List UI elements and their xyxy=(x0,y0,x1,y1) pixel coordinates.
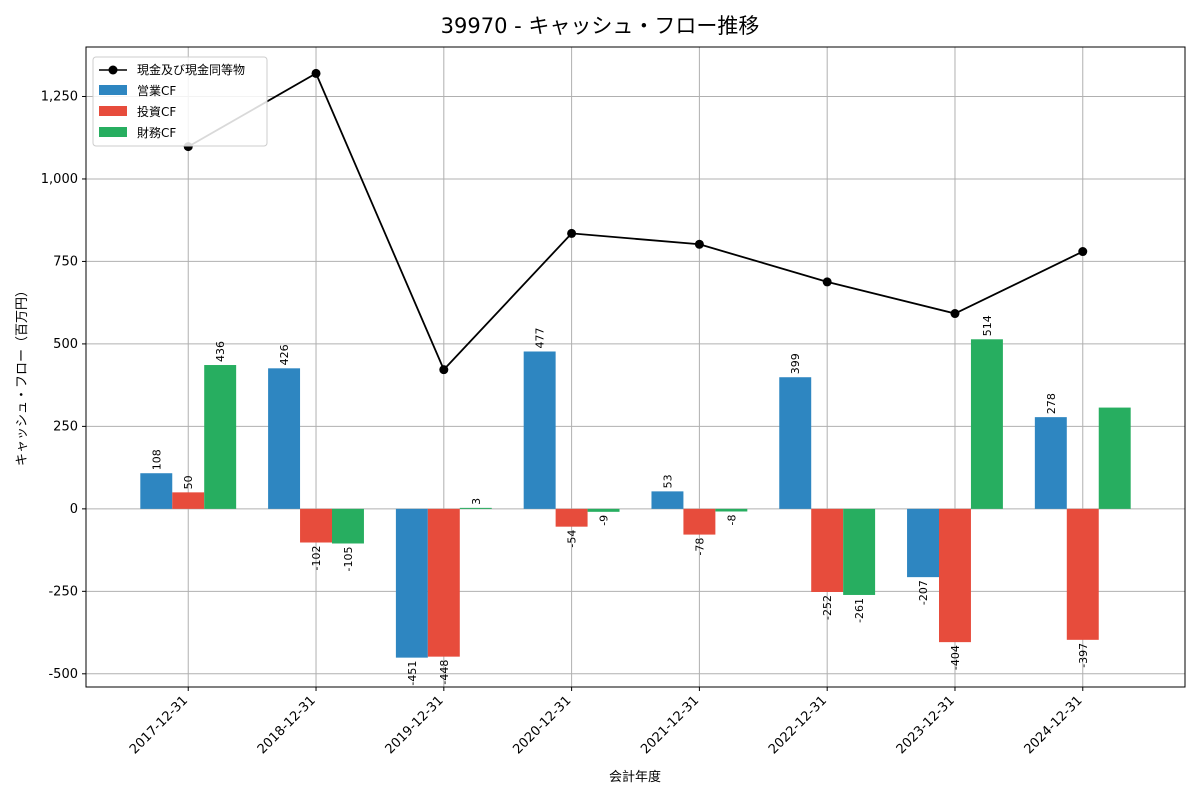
x-tick-label: 2021-12-31 xyxy=(638,693,702,757)
bar-value-label: 53 xyxy=(661,474,674,488)
chart-title: 39970 - キャッシュ・フロー推移 xyxy=(441,14,760,38)
x-tick-label: 2022-12-31 xyxy=(766,693,830,757)
legend-swatch-financing xyxy=(99,127,127,137)
bar xyxy=(779,377,812,509)
y-axis-label: キャッシュ・フロー（百万円） xyxy=(15,284,30,466)
cash-point xyxy=(1078,247,1088,257)
bar-value-label: 108 xyxy=(150,449,163,470)
bar-value-label: 477 xyxy=(534,327,547,348)
x-tick-label: 2024-12-31 xyxy=(1022,693,1086,757)
bar xyxy=(172,492,205,509)
bar-value-label: -105 xyxy=(342,546,355,571)
x-tick-label: 2023-12-31 xyxy=(894,693,958,757)
bar xyxy=(1034,417,1067,509)
x-tick-label: 2019-12-31 xyxy=(383,693,447,757)
bar-value-label: -9 xyxy=(598,515,611,526)
cash-point xyxy=(439,365,449,375)
bar-value-label: -397 xyxy=(1077,643,1090,668)
legend-swatch-operating xyxy=(99,85,127,95)
cash-point xyxy=(567,228,577,238)
cash-point xyxy=(822,277,832,287)
legend-label-cash: 現金及び現金同等物 xyxy=(137,62,245,77)
bar xyxy=(651,491,684,509)
bar xyxy=(523,351,556,509)
y-tick-label: 1,250 xyxy=(41,89,78,104)
axes-layer: -500 -250 0 250 500 750 1,000 1,250 2017-12-31 20… xyxy=(41,89,1086,757)
legend-label-investing: 投資CF xyxy=(137,104,176,119)
y-tick-label: 0 xyxy=(70,502,78,517)
bars-layer xyxy=(140,339,1131,658)
data-labels-layer: 108 426 -451 477 53 399 -207 278 50 -102 -448 -54 -7… xyxy=(150,315,1089,685)
bar xyxy=(715,508,748,512)
bar-value-label: 3 xyxy=(470,498,483,505)
legend-swatch-investing xyxy=(99,106,127,116)
bar-value-label: 426 xyxy=(278,344,291,365)
bar xyxy=(939,508,971,643)
y-tick-label: -500 xyxy=(48,667,78,682)
bar xyxy=(587,508,620,512)
bar xyxy=(683,508,716,535)
bar-value-label: -54 xyxy=(566,530,579,548)
bar-value-label: -252 xyxy=(821,595,834,620)
bar xyxy=(1066,508,1099,640)
bar-value-label: -78 xyxy=(693,538,706,556)
bar xyxy=(555,508,588,527)
bar-value-label: 50 xyxy=(182,475,195,489)
bar-value-label: -8 xyxy=(725,514,738,525)
bar-value-label: 514 xyxy=(981,315,994,336)
legend-line-marker xyxy=(108,65,118,75)
cash-point xyxy=(950,309,960,319)
cash-line xyxy=(187,72,1084,372)
bar xyxy=(300,508,332,543)
y-tick-label: -250 xyxy=(48,584,78,599)
bar xyxy=(907,508,940,578)
bar xyxy=(204,365,237,509)
bar-value-label: 399 xyxy=(789,353,802,374)
y-tick-label: 1,000 xyxy=(41,172,78,187)
bar-value-label: -261 xyxy=(853,598,866,623)
bar xyxy=(970,339,1003,509)
legend-label-financing: 財務CF xyxy=(137,125,176,140)
bar xyxy=(331,508,364,544)
bar xyxy=(427,508,460,657)
x-tick-label: 2018-12-31 xyxy=(255,693,319,757)
bar-value-label: -448 xyxy=(438,660,451,685)
legend-box xyxy=(92,56,268,147)
bar-value-label: -451 xyxy=(406,661,419,686)
y-tick-label: 500 xyxy=(53,337,78,352)
y-tick-label: 750 xyxy=(53,254,78,269)
bar-value-label: -102 xyxy=(310,546,323,571)
bar xyxy=(1098,407,1131,509)
bar-value-label: -404 xyxy=(949,645,962,670)
cash-point xyxy=(311,68,321,78)
y-tick-label: 250 xyxy=(53,419,78,434)
bar-value-label: 278 xyxy=(1045,393,1058,414)
legend: 現金及び現金同等物 営業CF 投資CF 財務CF xyxy=(92,56,268,147)
bar xyxy=(843,508,876,595)
bar xyxy=(459,507,492,509)
legend-label-operating: 営業CF xyxy=(137,84,176,98)
line-layer xyxy=(183,68,1088,375)
x-tick-label: 2020-12-31 xyxy=(510,693,574,757)
bar xyxy=(811,508,844,592)
bar xyxy=(395,508,428,658)
bar xyxy=(268,368,301,509)
x-axis-label: 会計年度 xyxy=(609,769,661,785)
bar-value-label: -207 xyxy=(917,580,930,605)
bar xyxy=(140,473,173,509)
x-tick-label: 2017-12-31 xyxy=(127,693,191,757)
bar-value-label: 436 xyxy=(214,341,227,362)
plot-frame xyxy=(85,46,1186,688)
cash-point xyxy=(694,239,704,249)
